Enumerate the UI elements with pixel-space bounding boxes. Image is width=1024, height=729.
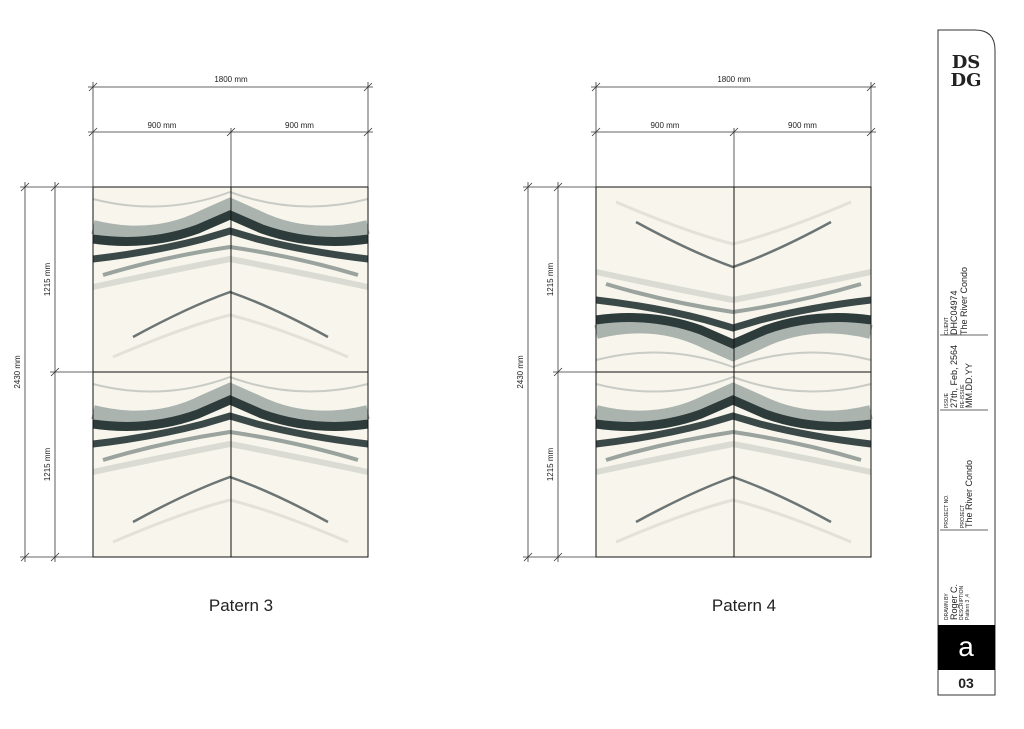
dimension-label: 1215 mm bbox=[43, 262, 52, 296]
dim-tick bbox=[866, 127, 876, 137]
project-label: PROJECT bbox=[960, 505, 966, 528]
dim-tick bbox=[553, 552, 563, 562]
dimension-label: 1215 mm bbox=[546, 447, 555, 481]
logo-line: DG bbox=[951, 70, 982, 91]
issue-label: ISSUE bbox=[944, 392, 950, 408]
dim-tick bbox=[363, 82, 373, 92]
dim-tick bbox=[553, 182, 563, 192]
dim-tick bbox=[866, 82, 876, 92]
project-no-label: PROJECT NO. bbox=[944, 494, 950, 528]
pattern-drawing: 1800 mm 900 mm 900 mm 2430 mm 1215 mm 1215 mm… bbox=[13, 75, 373, 615]
reissue-label: RE-ISSUE bbox=[960, 384, 966, 408]
dimension-label: 1215 mm bbox=[546, 262, 555, 296]
description: Pattern 3 ,4 bbox=[965, 594, 971, 620]
dimension-label: 900 mm bbox=[788, 121, 817, 130]
revision: a bbox=[958, 631, 974, 662]
dim-tick bbox=[50, 367, 60, 377]
dimension-label: 1800 mm bbox=[214, 75, 248, 84]
client-label: CLIENT bbox=[944, 317, 950, 335]
dim-tick bbox=[50, 182, 60, 192]
pattern-drawing: 1800 mm 900 mm 900 mm 2430 mm 1215 mm 1215 mm… bbox=[516, 75, 876, 615]
reissue-date: MM.DD.YY bbox=[964, 363, 974, 408]
dim-tick bbox=[523, 552, 533, 562]
dim-tick bbox=[88, 82, 98, 92]
dim-tick bbox=[363, 127, 373, 137]
project-name: The River Condo bbox=[964, 460, 974, 528]
client-code: DHC04974 bbox=[949, 290, 959, 335]
dim-tick bbox=[591, 127, 601, 137]
pattern-title: Patern 3 bbox=[209, 596, 273, 615]
dimension-label: 2430 mm bbox=[13, 355, 22, 389]
logo-line: DS bbox=[952, 52, 981, 73]
dimension-label: 2430 mm bbox=[516, 355, 525, 389]
dim-tick bbox=[591, 82, 601, 92]
dimension-label: 900 mm bbox=[148, 121, 177, 130]
dim-tick bbox=[20, 552, 30, 562]
drawn-by: Roger C. bbox=[949, 584, 959, 620]
dim-tick bbox=[50, 552, 60, 562]
dimension-label: 1215 mm bbox=[43, 447, 52, 481]
title-block: DS DG CLIENT DHC04974 The River Condo IS… bbox=[937, 29, 996, 696]
dimension-label: 900 mm bbox=[285, 121, 314, 130]
pattern-title: Patern 4 bbox=[712, 596, 776, 615]
client-name: The River Condo bbox=[959, 267, 969, 335]
dim-tick bbox=[20, 182, 30, 192]
dim-tick bbox=[523, 182, 533, 192]
sheet-number: 03 bbox=[958, 675, 974, 691]
dim-tick bbox=[553, 367, 563, 377]
drawn-by-label: DRAWN BY bbox=[944, 593, 950, 620]
dimension-label: 1800 mm bbox=[717, 75, 751, 84]
revision-box bbox=[938, 625, 995, 670]
dim-tick bbox=[226, 127, 236, 137]
description-label: DESCRIPTION bbox=[959, 585, 965, 620]
drawings: 1800 mm 900 mm 900 mm 2430 mm 1215 mm 1215 mm… bbox=[13, 75, 876, 615]
dim-tick bbox=[729, 127, 739, 137]
dim-tick bbox=[88, 127, 98, 137]
issue-date: 27th, Feb, 2564 bbox=[949, 345, 959, 408]
dimension-label: 900 mm bbox=[651, 121, 680, 130]
